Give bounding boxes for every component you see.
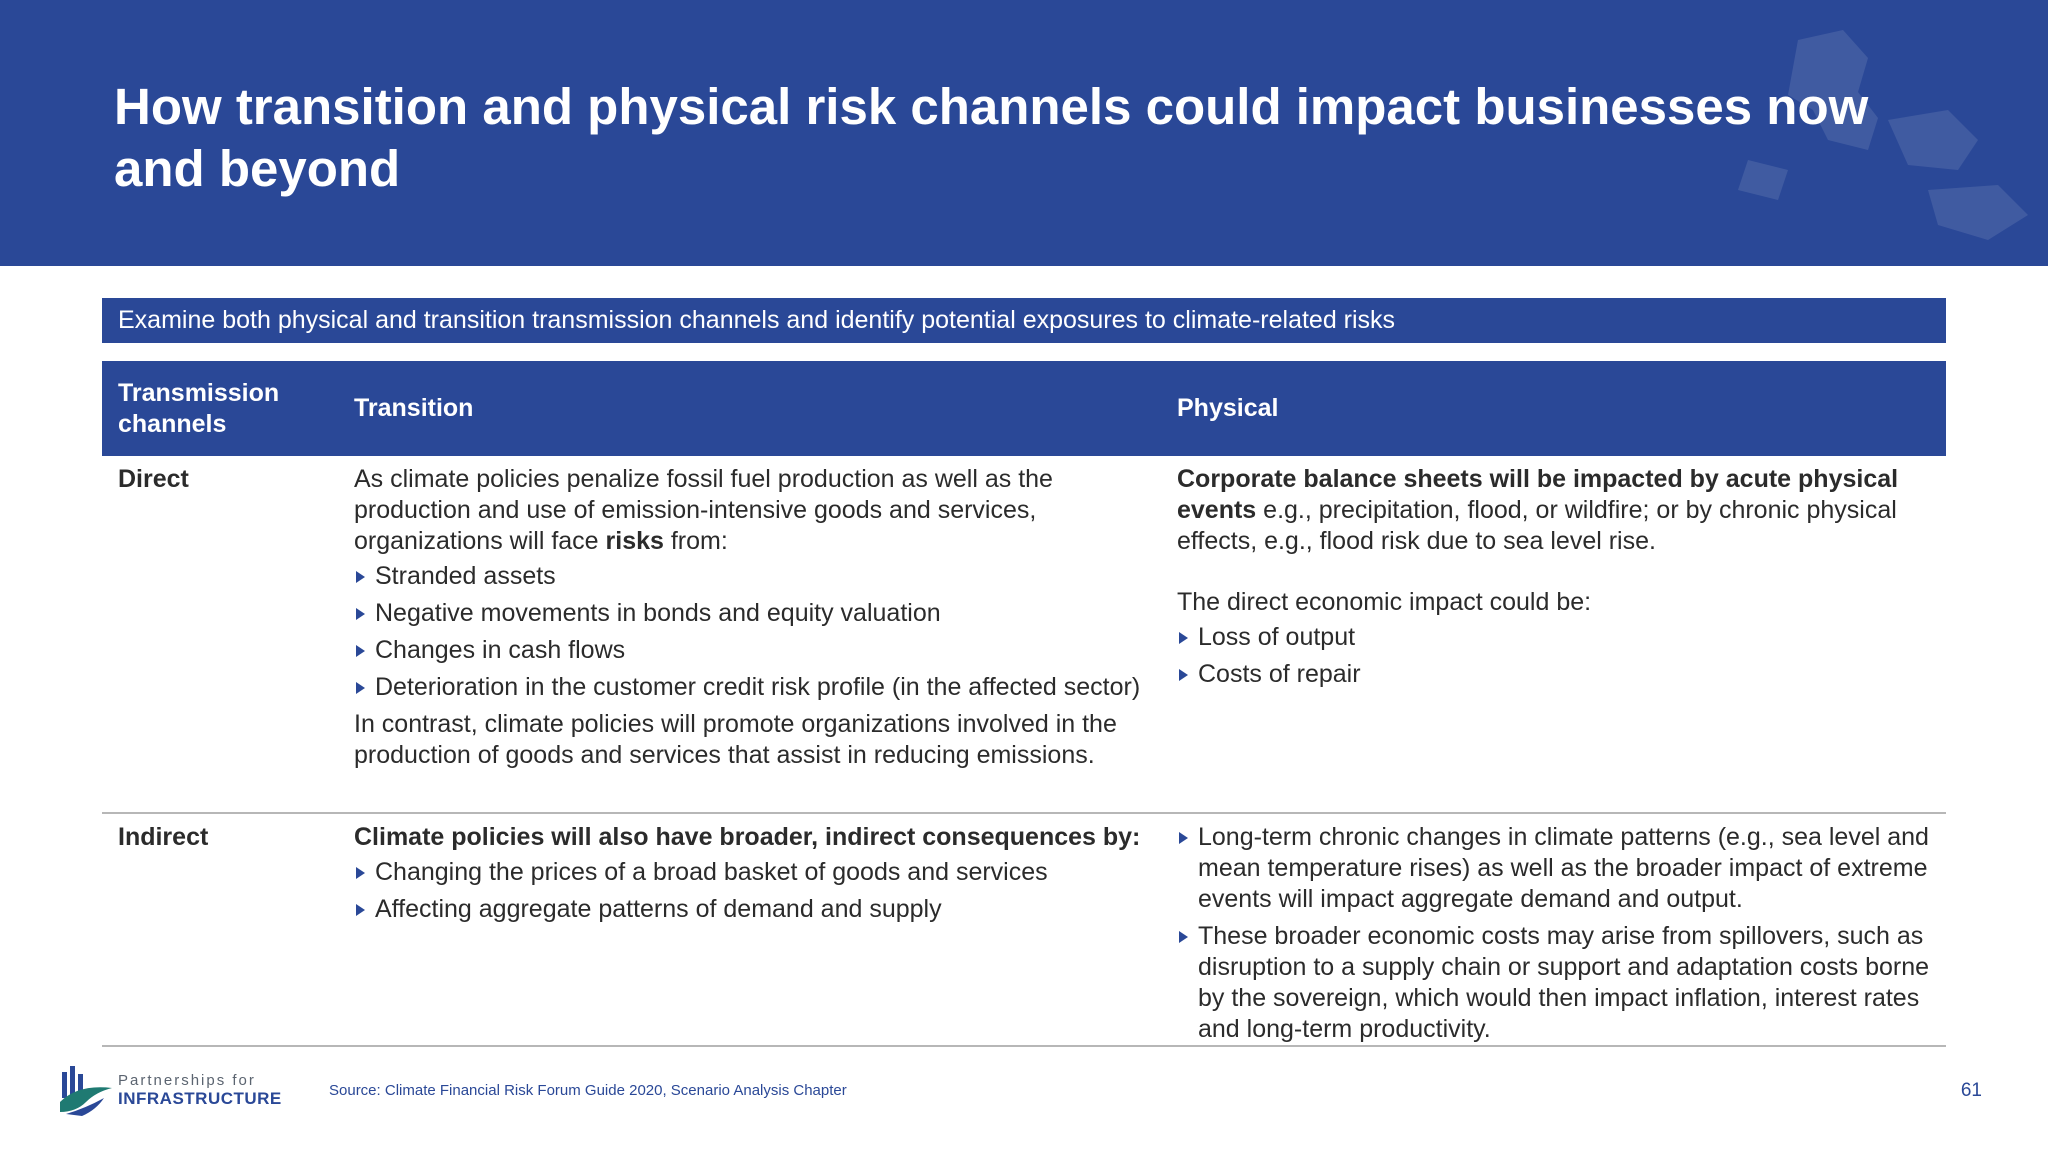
triangle-bullet-icon: [356, 867, 365, 879]
triangle-bullet-icon: [356, 571, 365, 583]
direct-physical-para: Corporate balance sheets will be impacte…: [1177, 464, 1937, 557]
intro-text-end: from:: [663, 527, 728, 555]
list-item: Negative movements in bonds and equity v…: [354, 598, 1144, 629]
instruction-banner: Examine both physical and transition tra…: [102, 298, 1946, 343]
logo-line-1: Partnerships for: [118, 1072, 256, 1089]
direct-transition-cell: As climate policies penalize fossil fuel…: [354, 464, 1144, 771]
triangle-bullet-icon: [1179, 669, 1188, 681]
spacer: [1177, 557, 1937, 587]
header-transmission-channels: Transmission channels: [118, 378, 280, 438]
direct-transition-bullets: Stranded assets Negative movements in bo…: [354, 561, 1144, 703]
table-row-indirect: Indirect Climate policies will also have…: [102, 814, 1946, 1047]
list-item: Changes in cash flows: [354, 635, 1144, 666]
bullet-text: Affecting aggregate patterns of demand a…: [375, 895, 942, 923]
page-number: 61: [1960, 1080, 1982, 1101]
list-item: Stranded assets: [354, 561, 1144, 592]
triangle-bullet-icon: [1179, 632, 1188, 644]
header-physical: Physical: [1177, 394, 1279, 422]
triangle-bullet-icon: [356, 682, 365, 694]
bullet-text: Loss of output: [1198, 623, 1356, 651]
bullet-text: Changing the prices of a broad basket of…: [375, 858, 1048, 886]
logo-line-2: INFRASTRUCTURE: [118, 1089, 282, 1108]
page-title: How transition and physical risk channel…: [114, 78, 1869, 197]
intro-bold: Climate policies will also have broader,…: [354, 823, 1141, 851]
source-note: Source: Climate Financial Risk Forum Gui…: [329, 1082, 847, 1099]
physical-text: e.g., precipitation, flood, or wildfire;…: [1177, 496, 1897, 555]
bullet-text: Deterioration in the customer credit ris…: [375, 673, 1141, 701]
map-silhouette-icon: [1738, 30, 2028, 240]
indirect-transition-cell: Climate policies will also have broader,…: [354, 822, 1144, 931]
triangle-bullet-icon: [356, 608, 365, 620]
bullet-text: Changes in cash flows: [375, 636, 626, 664]
triangle-bullet-icon: [356, 645, 365, 657]
intro-text: As climate policies penalize fossil fuel…: [354, 465, 1053, 555]
bullet-text: Costs of repair: [1198, 660, 1361, 688]
triangle-bullet-icon: [1179, 832, 1188, 844]
partnerships-logo: Partnerships for INFRASTRUCTURE: [56, 1062, 281, 1118]
indirect-physical-bullets: Long-term chronic changes in climate pat…: [1177, 822, 1937, 1045]
list-item: Costs of repair: [1177, 659, 1937, 690]
intro-bold: risks: [605, 527, 664, 555]
direct-transition-outro: In contrast, climate policies will promo…: [354, 710, 1117, 769]
bullet-text: Long-term chronic changes in climate pat…: [1198, 823, 1929, 913]
header-transition: Transition: [354, 394, 474, 422]
title-header: How transition and physical risk channel…: [0, 0, 2048, 266]
list-item: Deterioration in the customer credit ris…: [354, 672, 1144, 703]
list-item: Loss of output: [1177, 622, 1937, 653]
indirect-transition-intro: Climate policies will also have broader,…: [354, 822, 1144, 853]
bullet-text: Negative movements in bonds and equity v…: [375, 599, 941, 627]
triangle-bullet-icon: [1179, 931, 1188, 943]
physical-bold: Corporate balance sheets will be impacte…: [1177, 465, 1899, 524]
direct-physical-cell: Corporate balance sheets will be impacte…: [1177, 464, 1937, 696]
direct-transition-intro: As climate policies penalize fossil fuel…: [354, 464, 1144, 557]
list-item: Changing the prices of a broad basket of…: [354, 857, 1144, 888]
triangle-bullet-icon: [356, 904, 365, 916]
indirect-transition-bullets: Changing the prices of a broad basket of…: [354, 857, 1144, 925]
list-item: These broader economic costs may arise f…: [1177, 921, 1937, 1045]
risk-channels-table: Transmission channels Transition Physica…: [102, 361, 1946, 1047]
bullet-text: These broader economic costs may arise f…: [1198, 922, 1930, 1043]
list-item: Long-term chronic changes in climate pat…: [1177, 822, 1937, 915]
row-label-direct: Direct: [118, 465, 189, 493]
direct-physical-bullets: Loss of output Costs of repair: [1177, 622, 1937, 690]
partnerships-logo-icon: [60, 1066, 112, 1116]
direct-impact-intro: The direct economic impact could be:: [1177, 588, 1592, 616]
table-header-row: Transmission channels Transition Physica…: [102, 361, 1946, 456]
table-row-direct: Direct As climate policies penalize foss…: [102, 456, 1946, 814]
bullet-text: Stranded assets: [375, 562, 556, 590]
row-label-indirect: Indirect: [118, 823, 209, 851]
list-item: Affecting aggregate patterns of demand a…: [354, 894, 1144, 925]
indirect-physical-cell: Long-term chronic changes in climate pat…: [1177, 822, 1937, 1051]
